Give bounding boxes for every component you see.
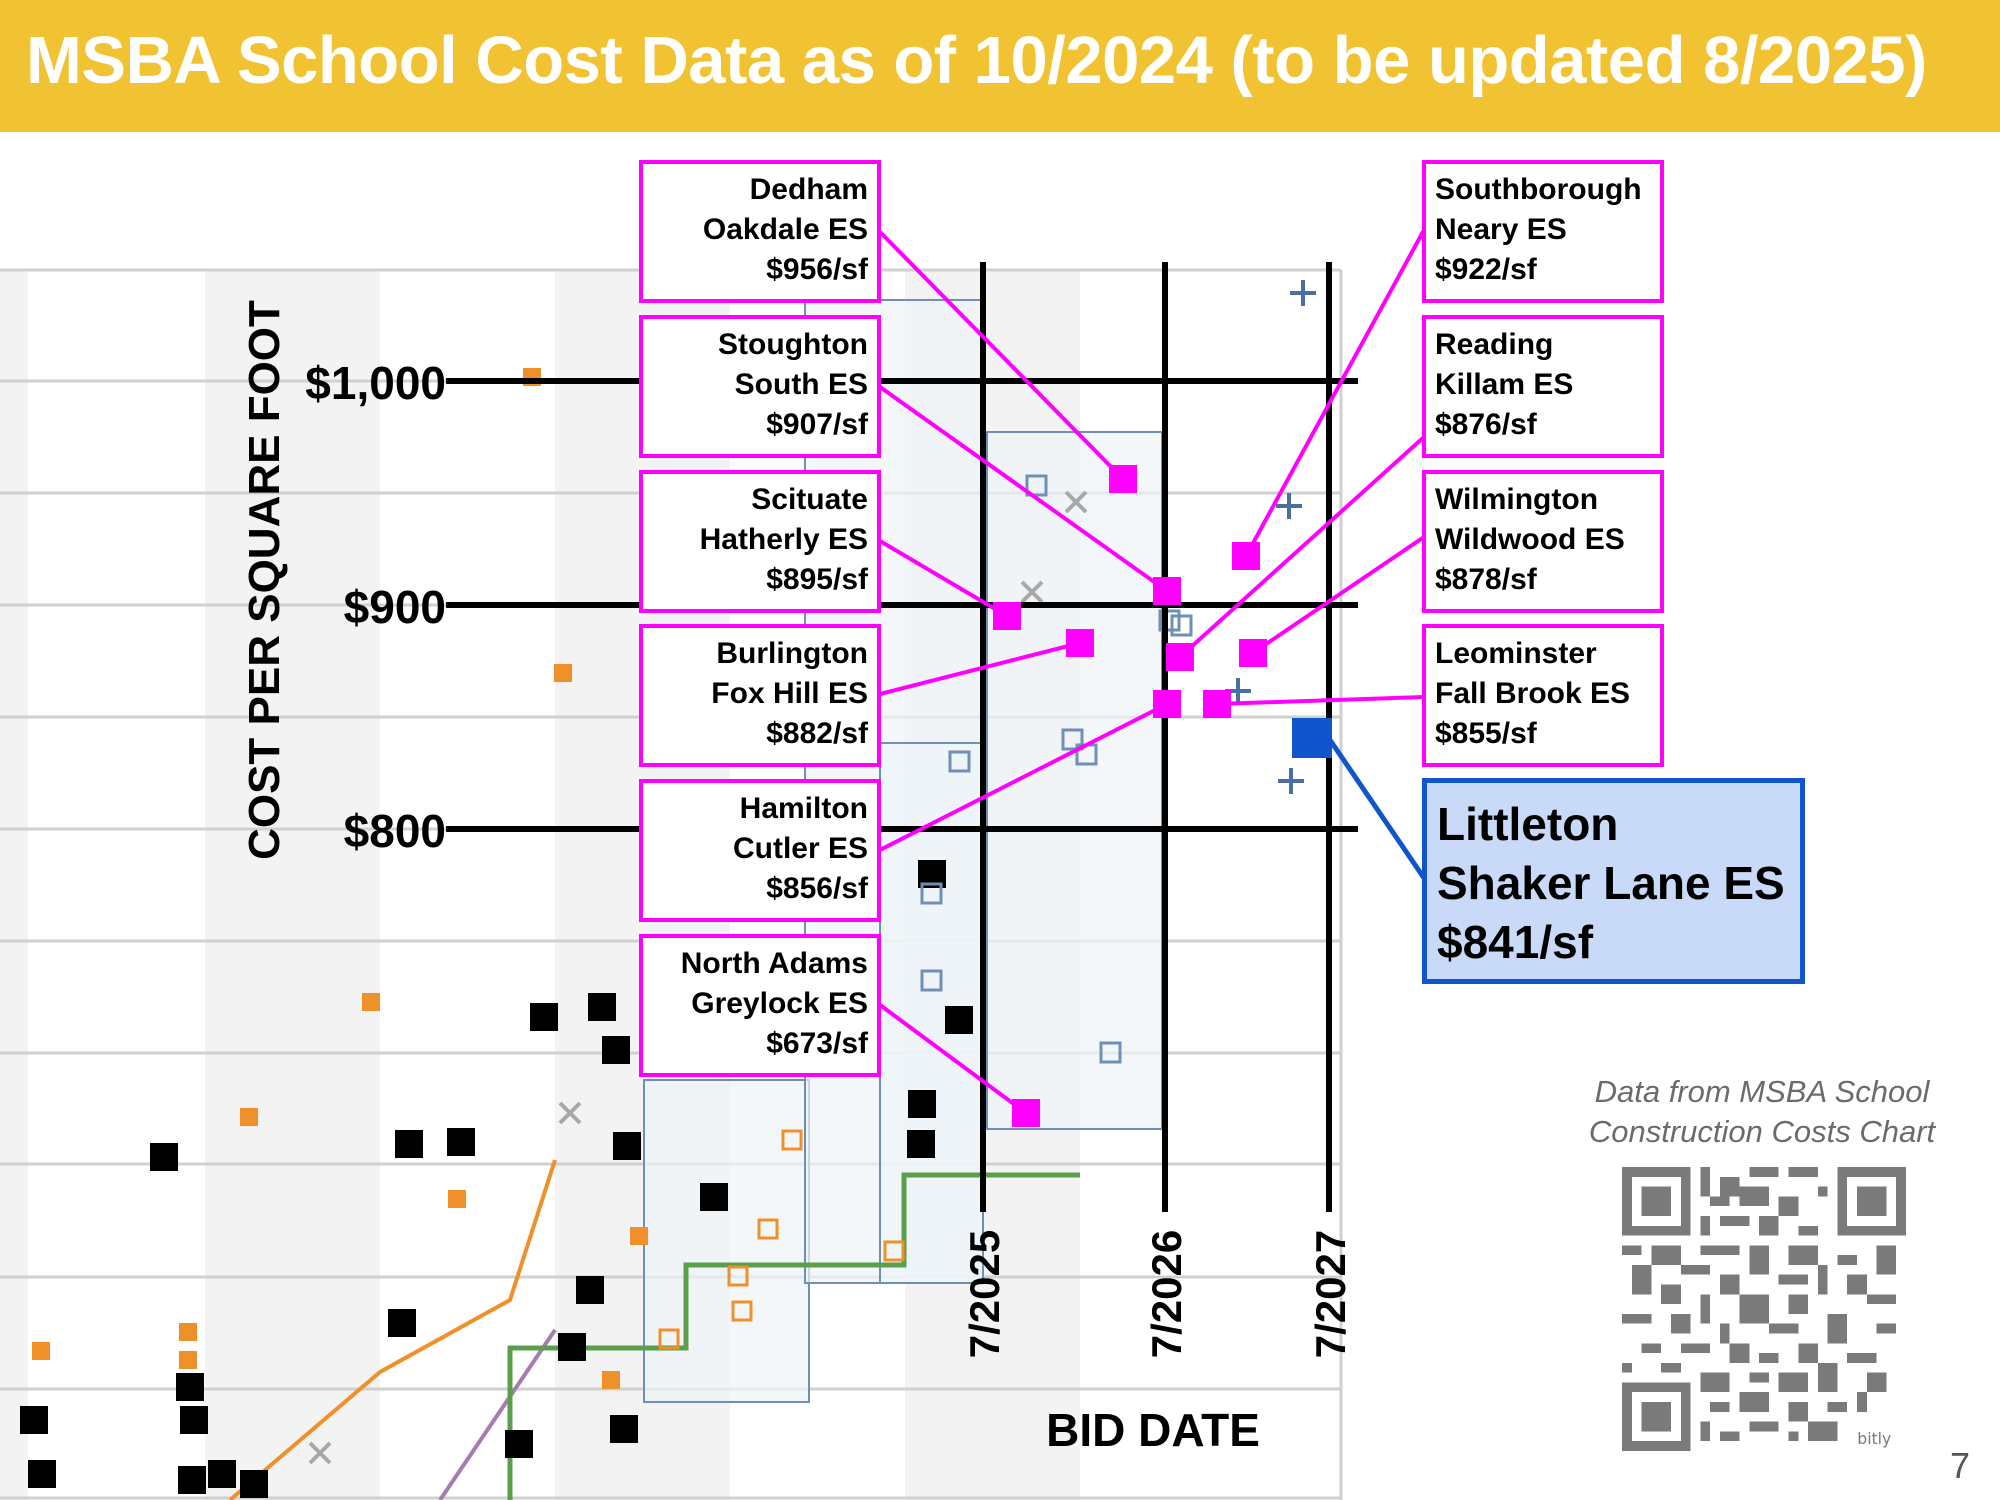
callout-points: [993, 465, 1267, 1127]
callout-reading-killam: Reading Killam ES $876/sf: [1422, 315, 1664, 458]
callout-cost: $895/sf: [766, 563, 868, 596]
callout-school: South ES: [734, 368, 868, 401]
title-bar: MSBA School Cost Data as of 10/2024 (to …: [0, 0, 2000, 132]
callout-school: Oakdale ES: [702, 213, 868, 246]
callout-point: [1153, 577, 1181, 605]
callout-school: Greylock ES: [691, 987, 868, 1020]
callout-town: Leominster: [1435, 637, 1597, 670]
source-note: Data from MSBA School Construction Costs…: [1589, 1072, 1935, 1152]
callout-leominster-fall-brook: Leominster Fall Brook ES $855/sf: [1422, 624, 1664, 767]
callout-point: [1012, 1099, 1040, 1127]
callout-cost: $907/sf: [766, 408, 868, 441]
callout-leader-line: [879, 641, 1081, 696]
callout-leader-line: [1216, 695, 1425, 706]
page-number: 7: [1950, 1445, 1971, 1486]
callout-leader-line: [879, 702, 1168, 852]
callout-cost: $876/sf: [1435, 408, 1537, 441]
callout-leader-line: [1178, 435, 1426, 659]
highlight-point: [1292, 718, 1332, 758]
callout-school: Killam ES: [1435, 368, 1574, 401]
x-axis-title: BID DATE: [1046, 1404, 1260, 1456]
callout-dedham-oakdale: Dedham Oakdale ES $956/sf: [639, 160, 881, 303]
callout-point: [993, 602, 1021, 630]
callout-school: Cutler ES: [732, 832, 868, 865]
highlight-town: Littleton: [1437, 798, 1619, 850]
callout-leaders: [878, 229, 1426, 1115]
y-tick-900: $900: [343, 581, 446, 633]
x-tick-7-2027: 7/2027: [1307, 1229, 1354, 1359]
callout-school: Neary ES: [1435, 213, 1567, 246]
callout-leader-line: [878, 539, 1009, 618]
callout-town: Hamilton: [739, 792, 868, 825]
callout-point: [1166, 643, 1194, 671]
blue-hollow-points: [920, 474, 1193, 1064]
callout-leader-line: [878, 1003, 1028, 1115]
callout-town: North Adams: [680, 947, 868, 980]
callout-leader-line: [878, 385, 1169, 593]
callout-point: [1203, 690, 1231, 718]
callout-town: Reading: [1435, 328, 1554, 361]
callout-town: Scituate: [751, 483, 868, 516]
callout-point: [1239, 639, 1267, 667]
qr-code-icon[interactable]: bitly: [1622, 1167, 1906, 1451]
source-line-1: Data from MSBA School: [1594, 1074, 1930, 1109]
source-line-2: Construction Costs Chart: [1588, 1114, 1936, 1149]
callout-town: Wilmington: [1435, 483, 1599, 516]
callout-cost: $922/sf: [1435, 253, 1537, 286]
y-tick-800: $800: [343, 805, 446, 857]
callout-stoughton-south: Stoughton South ES $907/sf: [639, 315, 881, 458]
callout-scituate-hatherly: Scituate Hatherly ES $895/sf: [639, 470, 881, 613]
orange-points: [32, 368, 648, 1389]
callout-leader-line: [878, 230, 1125, 481]
callout-school: Fox Hill ES: [711, 677, 868, 710]
y-tick-1000: $1,000: [305, 357, 446, 409]
callout-hamilton-cutler: Hamilton Cutler ES $856/sf: [639, 779, 881, 922]
callout-cost: $956/sf: [766, 253, 868, 286]
callout-point: [1232, 542, 1260, 570]
callout-town: Stoughton: [718, 328, 868, 361]
callout-cost: $673/sf: [766, 1027, 868, 1060]
callout-point: [1109, 465, 1137, 493]
callout-point: [1066, 629, 1094, 657]
callout-wilmington-wildwood: Wilmington Wildwood ES $878/sf: [1422, 470, 1664, 613]
callout-point: [1153, 690, 1181, 718]
callout-cost: $856/sf: [766, 872, 868, 905]
callout-town: Southborough: [1435, 173, 1642, 206]
highlight-cost: $841/sf: [1437, 916, 1594, 968]
callout-school: Hatherly ES: [699, 523, 868, 556]
callout-school: Wildwood ES: [1435, 523, 1625, 556]
callout-cost: $855/sf: [1435, 717, 1537, 750]
callout-cost: $882/sf: [766, 717, 868, 750]
callout-cost: $878/sf: [1435, 563, 1537, 596]
callout-southborough-neary: Southborough Neary ES $922/sf: [1422, 160, 1664, 303]
x-tick-7-2025: 7/2025: [961, 1229, 1008, 1359]
purple-trend-line: [438, 1328, 557, 1500]
x-tick-7-2026: 7/2026: [1143, 1229, 1190, 1359]
callout-leader-line: [1251, 535, 1426, 655]
callout-leader-line: [1244, 229, 1426, 557]
emphasis-axes: [446, 262, 1358, 1212]
qr-brand: bitly: [1857, 1429, 1891, 1448]
highlight-school: Shaker Lane ES: [1437, 857, 1785, 909]
orange-trend-line: [228, 1159, 557, 1500]
callout-town: Dedham: [749, 173, 868, 206]
highlight-leader: [1327, 738, 1427, 880]
callout-north-adams-greylock: North Adams Greylock ES $673/sf: [639, 934, 881, 1077]
green-step-line: [507, 1172, 1080, 1500]
callout-school: Fall Brook ES: [1435, 677, 1631, 710]
callout-burlington-fox-hill: Burlington Fox Hill ES $882/sf: [639, 624, 881, 767]
page-title: MSBA School Cost Data as of 10/2024 (to …: [26, 23, 1927, 98]
callout-littleton-shaker-lane: Littleton Shaker Lane ES $841/sf: [1422, 778, 1805, 984]
gray-x-points: [308, 490, 1088, 1465]
orange-hollow-points: [658, 1129, 905, 1350]
callout-town: Burlington: [716, 637, 868, 670]
